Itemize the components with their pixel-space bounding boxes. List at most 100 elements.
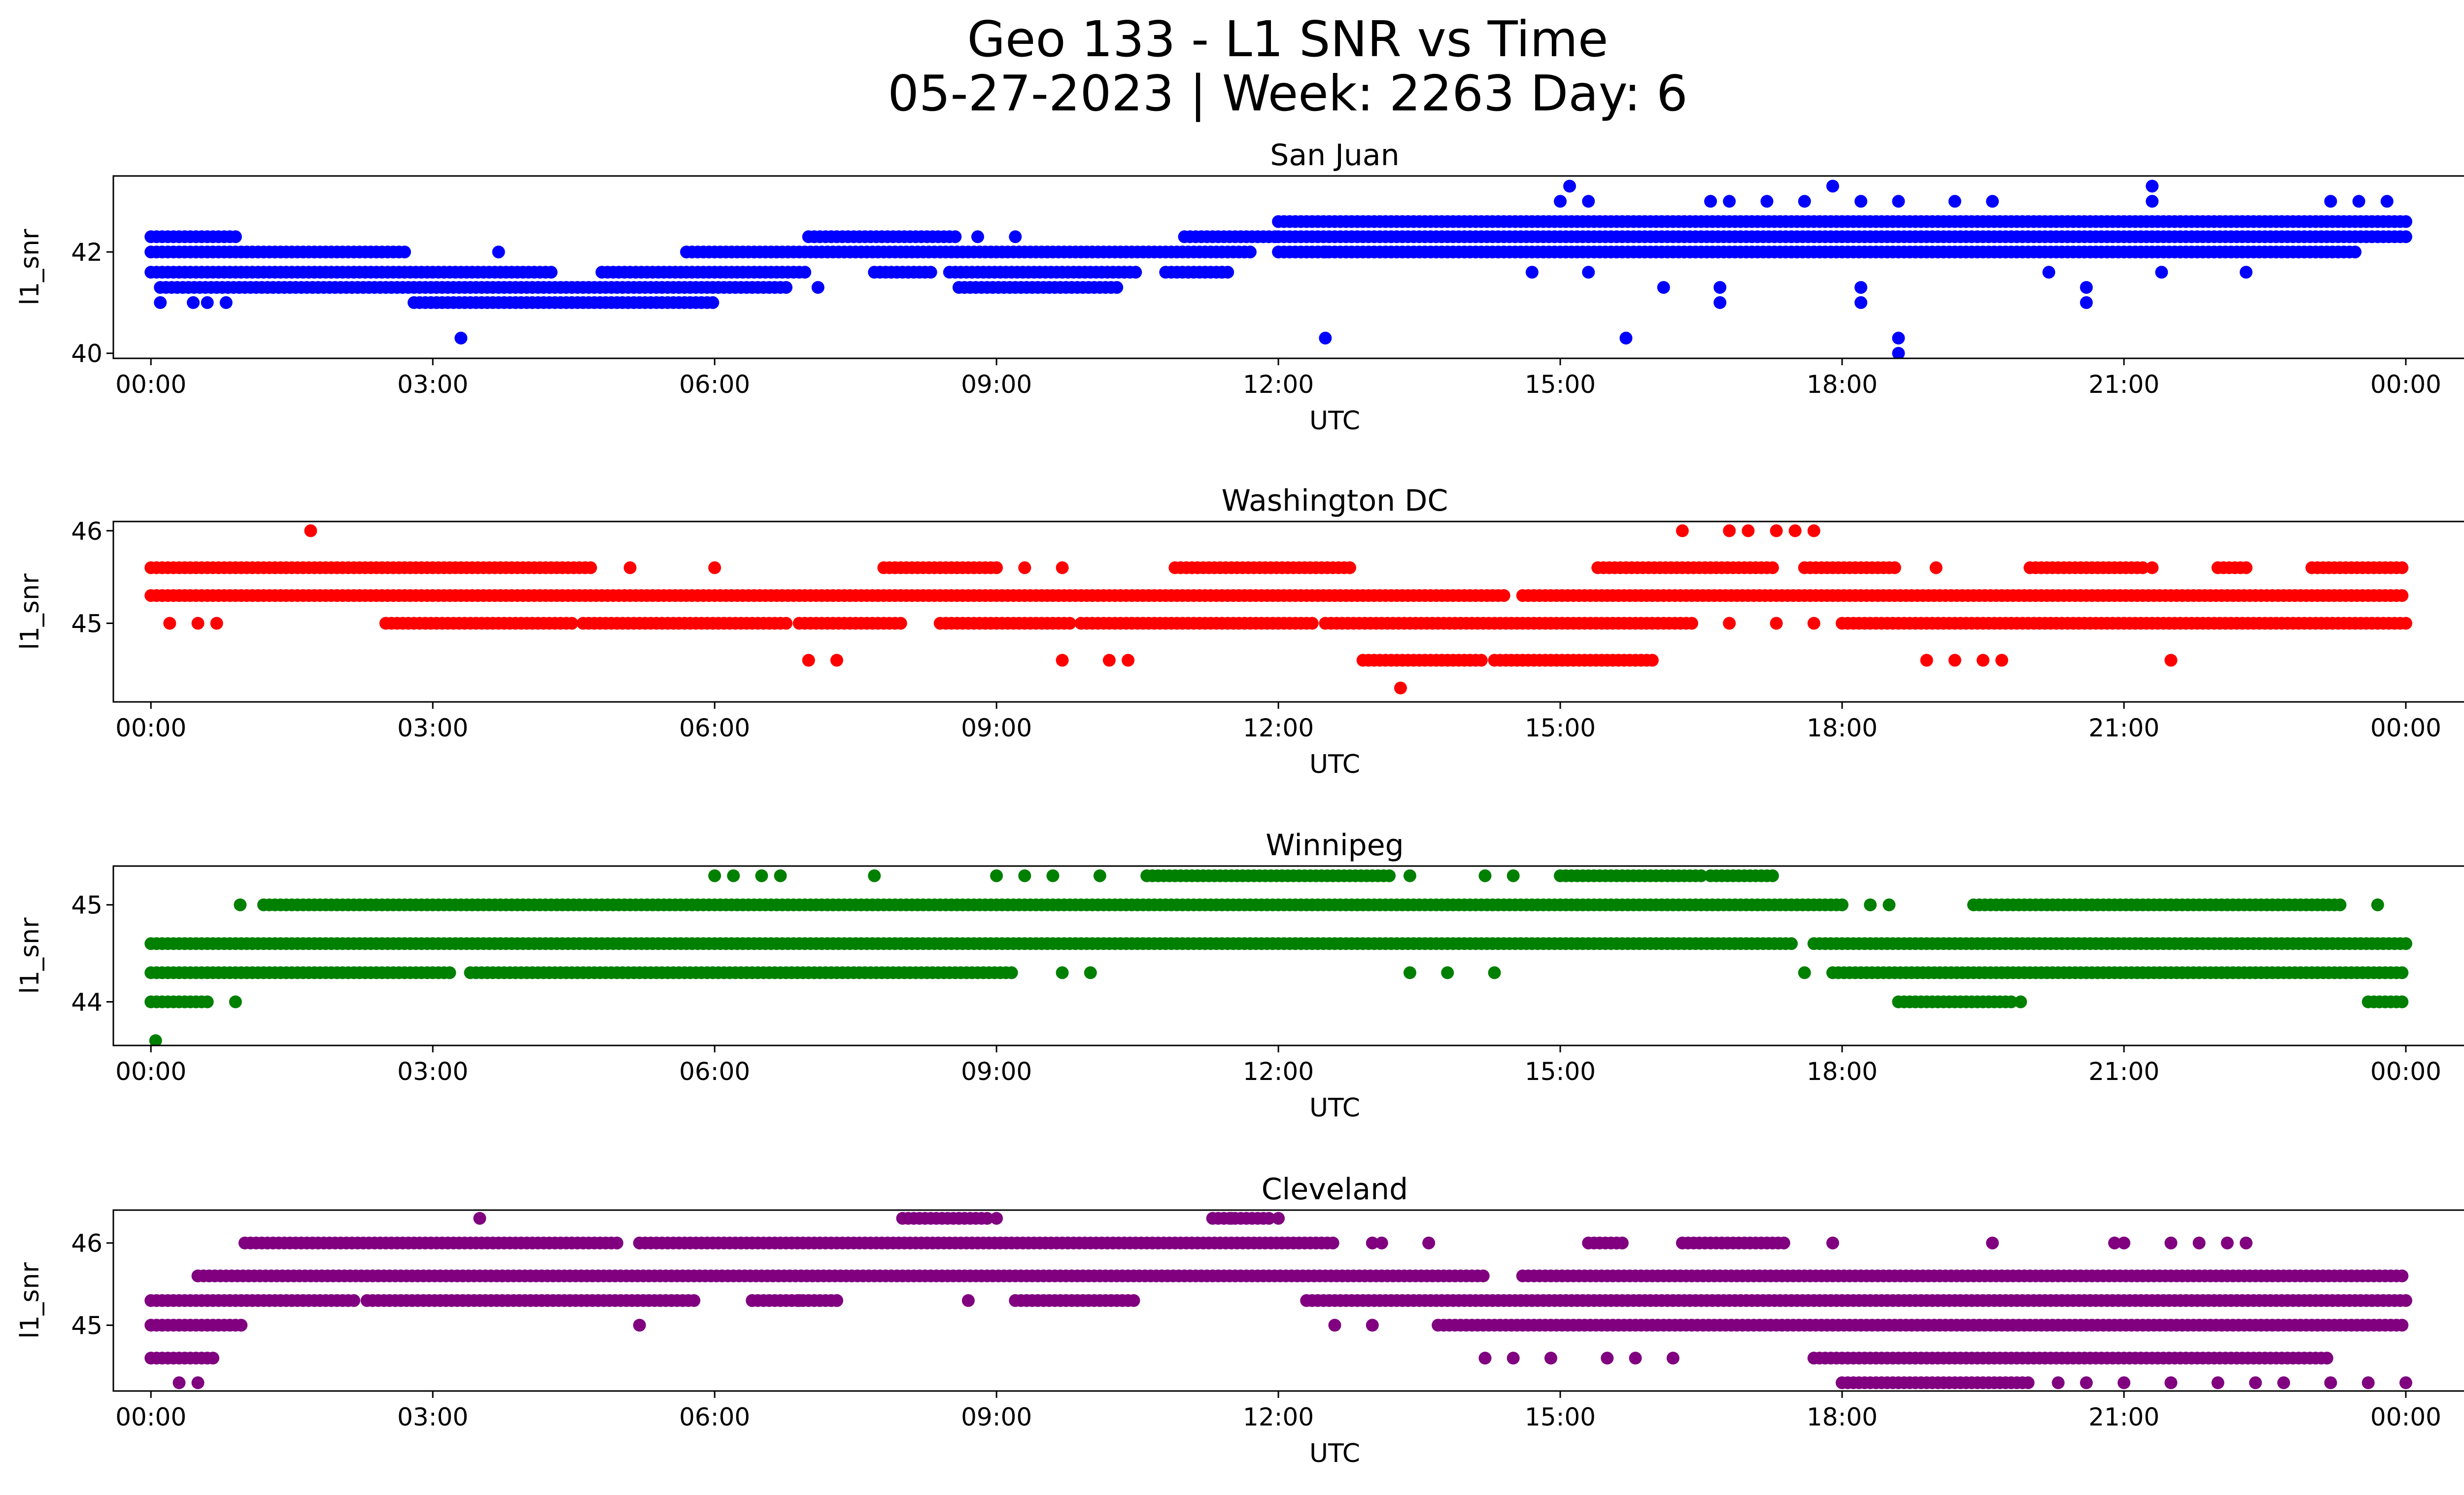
data-point bbox=[1582, 195, 1595, 208]
data-point bbox=[2249, 1376, 2262, 1390]
panel-title: Washington DC bbox=[1222, 484, 1448, 518]
data-point bbox=[1713, 296, 1727, 309]
data-point bbox=[229, 230, 242, 243]
panel-title: Winnipeg bbox=[1266, 828, 1404, 863]
data-point bbox=[2080, 281, 2093, 294]
data-point bbox=[1383, 869, 1396, 882]
data-point bbox=[1864, 898, 1877, 911]
data-point bbox=[1785, 937, 1798, 950]
data-point bbox=[1544, 1352, 1557, 1365]
data-point bbox=[1615, 1236, 1629, 1250]
x-tick-label: 00:00 bbox=[2370, 1057, 2441, 1086]
axes-frame bbox=[112, 865, 2464, 1046]
data-point bbox=[443, 966, 456, 979]
data-point bbox=[1788, 524, 1802, 537]
x-axis-label: UTC bbox=[1309, 1439, 1360, 1468]
data-point bbox=[2239, 266, 2253, 279]
x-tick-label: 18:00 bbox=[1807, 1403, 1878, 1431]
data-point bbox=[1478, 1352, 1492, 1365]
data-point bbox=[1018, 869, 1031, 882]
data-point bbox=[235, 1319, 248, 1332]
data-point bbox=[1403, 869, 1416, 882]
data-point bbox=[172, 1376, 186, 1390]
data-point bbox=[2352, 195, 2365, 208]
data-point bbox=[924, 266, 937, 279]
data-point bbox=[1366, 1319, 1379, 1332]
x-tick-label: 03:00 bbox=[397, 714, 468, 742]
x-tick-label: 12:00 bbox=[1243, 1403, 1314, 1431]
x-tick-label: 03:00 bbox=[397, 370, 468, 399]
data-point bbox=[706, 296, 719, 309]
panel-winnipeg: 00:00 03:00 06:00 09:00 12:00 15:00 18:00 21:00… bbox=[15, 828, 2464, 1123]
x-tick-label: 21:00 bbox=[2088, 714, 2159, 742]
data-point bbox=[1394, 681, 1407, 695]
data-point bbox=[2221, 1236, 2234, 1250]
data-point bbox=[1525, 266, 1539, 279]
data-point bbox=[2361, 1376, 2375, 1390]
data-point bbox=[2080, 1376, 2093, 1390]
data-point bbox=[830, 654, 843, 667]
data-point bbox=[990, 561, 1003, 574]
data-point bbox=[1366, 1236, 1379, 1250]
data-point bbox=[2396, 1269, 2409, 1283]
data-point bbox=[492, 245, 505, 259]
x-axis-label: UTC bbox=[1309, 1093, 1360, 1123]
data-point bbox=[1056, 966, 1069, 979]
data-point bbox=[1766, 561, 1779, 574]
data-point bbox=[1129, 266, 1142, 279]
data-point bbox=[2333, 898, 2347, 911]
y-tick-label: 46 bbox=[71, 517, 103, 546]
data-point bbox=[1995, 654, 2009, 667]
x-tick-label: 06:00 bbox=[679, 1057, 750, 1086]
data-point bbox=[1582, 266, 1595, 279]
x-axis-label: UTC bbox=[1309, 406, 1360, 436]
data-point bbox=[708, 869, 721, 882]
data-point bbox=[774, 869, 787, 882]
x-tick-label: 06:00 bbox=[679, 370, 750, 399]
data-point bbox=[1102, 654, 1116, 667]
data-point bbox=[2396, 589, 2409, 602]
data-point bbox=[1319, 331, 1332, 345]
data-point bbox=[201, 296, 214, 309]
data-point bbox=[1798, 966, 1811, 979]
data-point bbox=[584, 561, 597, 574]
data-point bbox=[1018, 561, 1031, 574]
data-point bbox=[1770, 524, 1783, 537]
data-point bbox=[2192, 1236, 2206, 1250]
data-point bbox=[2118, 1376, 2130, 1390]
data-point bbox=[1826, 1236, 1839, 1250]
data-point bbox=[1986, 195, 1999, 208]
x-tick-label: 00:00 bbox=[2370, 714, 2441, 742]
data-point bbox=[802, 654, 815, 667]
x-tick-label: 12:00 bbox=[1243, 714, 1314, 742]
data-point bbox=[2014, 995, 2027, 1008]
data-point bbox=[1375, 1236, 1388, 1250]
x-tick-label: 00:00 bbox=[115, 1057, 186, 1086]
x-tick-label: 00:00 bbox=[2370, 370, 2441, 399]
data-point bbox=[981, 1212, 994, 1225]
data-point bbox=[1760, 195, 1774, 208]
data-point bbox=[1497, 589, 1510, 602]
x-tick-label: 06:00 bbox=[679, 1403, 750, 1431]
panel-washington-dc: 00:00 03:00 06:00 09:00 12:00 15:00 18:00 21:00… bbox=[15, 484, 2464, 779]
data-point bbox=[2399, 215, 2412, 228]
x-tick-label: 15:00 bbox=[1525, 1057, 1596, 1086]
data-point bbox=[219, 296, 233, 309]
data-point bbox=[347, 1294, 361, 1307]
data-point bbox=[454, 331, 468, 345]
data-point bbox=[201, 995, 214, 1008]
data-point bbox=[2277, 1376, 2291, 1390]
y-tick-label: 40 bbox=[71, 340, 103, 368]
data-point bbox=[949, 230, 962, 243]
data-point bbox=[1892, 347, 1905, 358]
panel-title: San Juan bbox=[1270, 138, 1399, 173]
data-point bbox=[2005, 995, 2018, 1008]
data-point bbox=[1695, 869, 1708, 882]
data-point bbox=[1093, 869, 1106, 882]
data-point bbox=[990, 1212, 1003, 1225]
data-point bbox=[2211, 1376, 2224, 1390]
data-point bbox=[1766, 869, 1779, 882]
data-point bbox=[610, 1236, 623, 1250]
data-point bbox=[191, 1376, 205, 1390]
data-point bbox=[952, 1212, 965, 1225]
